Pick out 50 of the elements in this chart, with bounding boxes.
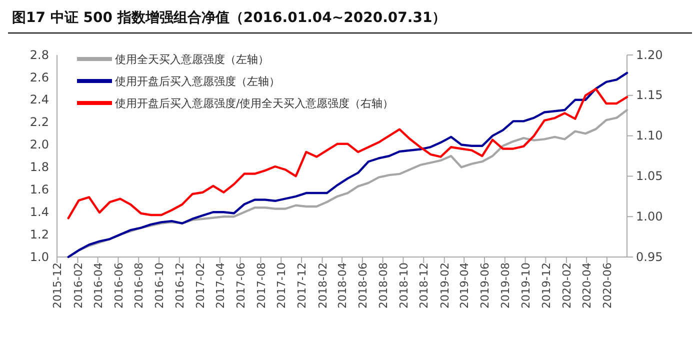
x-tick-label: 2019-06 xyxy=(478,262,492,308)
line-series xyxy=(67,72,628,258)
x-tick-label: 2018-10 xyxy=(397,262,410,308)
x-tick-label: 2019-04 xyxy=(458,262,472,308)
line-series xyxy=(67,88,628,220)
y-tick-label: 1.8 xyxy=(30,160,49,174)
x-tick-label: 2016-12 xyxy=(173,262,186,308)
x-tick-label: 2018-06 xyxy=(356,262,370,308)
x-tick-label: 2018-12 xyxy=(418,262,431,308)
y-tick-label: 1.0 xyxy=(30,250,49,264)
x-tick-label: 2019-08 xyxy=(498,262,512,308)
y-tick-label: 2.2 xyxy=(30,115,49,130)
x-tick-label: 2017-02 xyxy=(194,262,208,308)
x-tick-label: 2020-06 xyxy=(600,262,614,308)
x-tick-label: 2019-12 xyxy=(540,262,553,308)
x-tick-label: 2016-08 xyxy=(132,262,146,308)
y-tick-label: 2.6 xyxy=(30,70,49,84)
y2-tick-label: 0.95 xyxy=(636,250,663,264)
legend-label: 使用开盘后买入意愿强度/使用全天买入意愿强度（右轴） xyxy=(115,97,394,110)
x-tick-label: 2019-10 xyxy=(519,262,532,308)
x-tick-label: 2016-02 xyxy=(72,262,85,308)
y-tick-label: 1.4 xyxy=(30,204,49,219)
y2-tick-label: 1.05 xyxy=(636,169,663,184)
y-tick-label: 2.0 xyxy=(30,138,49,152)
x-tick-label: 2017-10 xyxy=(275,262,288,308)
x-tick-label: 2018-04 xyxy=(336,262,350,308)
y2-tick-label: 1.10 xyxy=(636,128,663,143)
x-tick-label: 2020-04 xyxy=(580,262,594,308)
x-tick-label: 2019-02 xyxy=(438,262,452,308)
y2-tick-label: 1.00 xyxy=(636,209,663,224)
chart-title: 图17 中证 500 指数增强组合净值（2016.01.04~2020.07.31） xyxy=(12,10,446,26)
y2-tick-label: 1.20 xyxy=(636,48,663,62)
y-tick-label: 2.8 xyxy=(30,48,49,62)
x-tick-label: 2020-02 xyxy=(560,262,574,308)
legend-label: 使用全天买入意愿强度（左轴） xyxy=(115,53,269,66)
x-tick-label: 2016-10 xyxy=(153,262,166,308)
y-tick-label: 2.4 xyxy=(30,92,49,107)
x-tick-label: 2016-06 xyxy=(112,262,126,308)
y-tick-label: 1.2 xyxy=(30,227,49,242)
y-tick-label: 1.6 xyxy=(30,182,49,197)
x-tick-label: 2015-12 xyxy=(51,262,64,308)
x-tick-label: 2017-08 xyxy=(254,262,268,308)
y2-tick-label: 1.15 xyxy=(636,88,663,102)
x-tick-label: 2018-02 xyxy=(316,262,330,308)
x-tick-label: 2017-12 xyxy=(296,262,309,308)
x-tick-label: 2016-04 xyxy=(92,262,105,308)
x-tick-label: 2017-04 xyxy=(214,262,227,308)
x-tick-label: 2018-08 xyxy=(376,262,390,308)
x-tick-label: 2017-06 xyxy=(234,262,248,308)
legend-label: 使用开盘后买入意愿强度（左轴） xyxy=(115,75,280,88)
